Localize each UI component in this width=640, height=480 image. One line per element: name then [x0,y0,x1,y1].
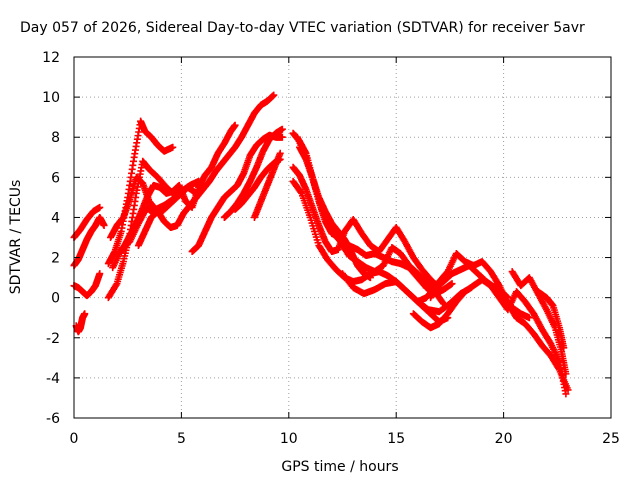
y-axis-label: SDTVAR / TECUs [8,180,24,295]
data-point [439,298,447,306]
x-tick-label: 10 [280,431,298,447]
series-track-16 [289,163,443,292]
y-tick-label: 4 [51,210,60,226]
data-point [96,270,104,278]
series-track-21 [409,276,512,332]
x-tick-labels: 0 5 10 15 20 25 [70,431,620,447]
y-tick-label: 0 [51,291,60,307]
axis-ticks [73,56,612,419]
y-tick-label: 2 [51,251,60,267]
x-tick-label: 25 [602,431,620,447]
grid-lines [74,57,611,418]
series-track-4 [72,310,89,336]
series-track-26 [534,288,568,352]
data-point [562,390,570,398]
series-track-9 [117,121,239,256]
data-point [276,149,284,157]
y-tick-label: 10 [42,90,60,106]
series-track-2 [70,213,108,270]
data-point [448,280,456,288]
y-tick-label: -2 [46,331,60,347]
x-axis-label: GPS time / hours [281,459,398,475]
x-tick-label: 0 [70,431,79,447]
series-track-14 [250,149,284,221]
data-point [297,188,305,196]
data-point [270,91,278,99]
y-tick-label: -4 [46,371,60,387]
data-points [70,91,572,398]
y-tick-label: -6 [46,411,60,427]
data-point [100,221,108,229]
data-point [112,281,120,289]
data-point [562,370,570,378]
data-point [525,314,533,322]
x-tick-label: 20 [495,431,513,447]
x-tick-label: 5 [177,431,186,447]
series-track-10 [134,91,278,250]
series-track-24 [487,282,570,398]
y-tick-label: 12 [42,50,60,66]
y-tick-labels: -6 -4 -2 0 2 4 6 8 10 12 [42,50,60,427]
series-track-19 [296,143,374,282]
data-point [231,121,239,129]
chart-title: Day 057 of 2026, Sidereal Day-to-day VTE… [20,20,585,36]
plot-frame [73,56,612,419]
data-point [81,310,89,318]
data-point [169,143,177,151]
data-point [560,344,568,352]
series-track-25 [508,268,570,378]
data-point [278,125,286,133]
y-tick-label: 6 [51,170,60,186]
data-point [278,133,286,141]
data-point [96,203,104,211]
x-tick-label: 15 [387,431,405,447]
data-point [366,274,374,282]
y-tick-label: 8 [51,130,60,146]
